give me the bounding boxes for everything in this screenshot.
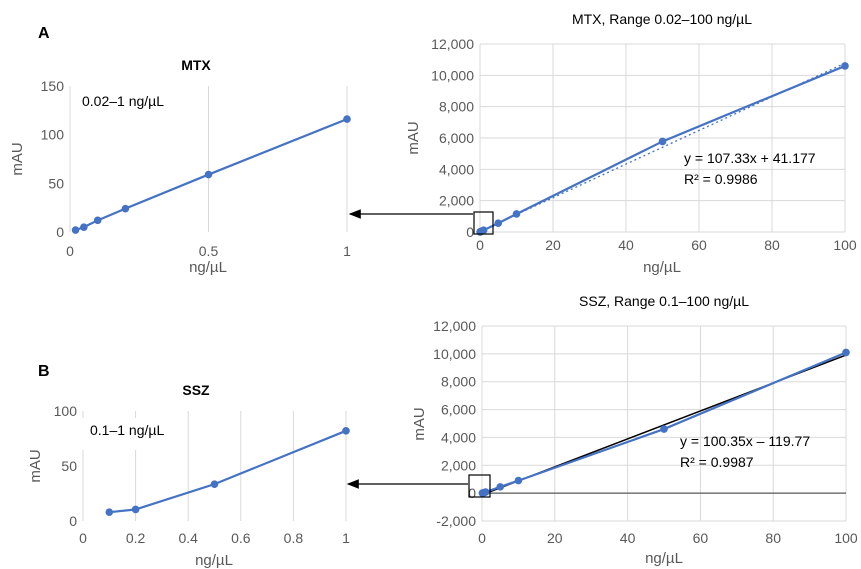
x-tick-label: 100 <box>833 237 857 253</box>
chart-ssz-full: -2,00002,0004,0006,0008,00010,00012,0000… <box>411 293 858 567</box>
y-tick-label: 10,000 <box>431 67 474 83</box>
y-tick-label: 8,000 <box>439 99 474 115</box>
x-tick-label: 20 <box>547 530 563 546</box>
data-point <box>93 216 102 225</box>
data-point <box>481 488 490 496</box>
trendline-equation: y = 107.33x + 41.177 <box>684 150 816 166</box>
data-point <box>658 137 667 146</box>
x-tick-label: 0 <box>66 243 74 259</box>
y-tick-label: 2,000 <box>441 457 476 473</box>
y-axis-label: mAU <box>405 121 422 154</box>
x-tick-label: 100 <box>834 530 858 546</box>
x-tick-label: 1 <box>343 243 351 259</box>
chart-ssz-low: 0 50 100 0 0.2 0.4 0.6 0.8 1 ng/µL mAU SSZ 0.1–1 ng/… <box>27 382 350 569</box>
x-tick-label: 60 <box>693 530 709 546</box>
data-point <box>121 204 130 213</box>
y-tick-label: 0 <box>69 513 77 529</box>
y-axis-label: mAU <box>27 449 44 482</box>
x-tick-label: 0 <box>79 530 87 546</box>
gridlines <box>481 325 847 522</box>
y-tick-label: 2,000 <box>439 193 474 209</box>
x-tick-label: 0 <box>476 237 484 253</box>
y-tick-label: 50 <box>48 175 64 191</box>
data-point <box>343 115 351 123</box>
data-point <box>512 210 521 218</box>
y-tick-label: 100 <box>41 127 65 143</box>
data-point <box>496 483 505 491</box>
y-tick-label: 4,000 <box>441 429 476 445</box>
x-tick-label: 0.5 <box>199 243 219 259</box>
range-annotation: 0.1–1 ng/µL <box>90 422 164 438</box>
y-tick-label: 0 <box>56 224 64 240</box>
zoom-box-ssz <box>468 474 491 498</box>
x-tick-label: 20 <box>545 237 561 253</box>
data-point <box>210 480 219 488</box>
y-tick-label: 0 <box>468 485 476 501</box>
panel-label-a: A <box>38 25 50 42</box>
data-point <box>660 425 668 433</box>
y-tick-label: 0 <box>466 224 474 240</box>
x-tick-label: 0.2 <box>126 530 146 546</box>
range-annotation: 0.02–1 ng/µL <box>82 93 164 109</box>
chart-title: MTX, Range 0.02–100 ng/µL <box>572 11 752 27</box>
x-axis-label: ng/µL <box>645 550 683 567</box>
y-tick-label: 12,000 <box>431 36 474 52</box>
y-tick-label: 6,000 <box>441 402 476 418</box>
data-point <box>105 508 114 516</box>
y-tick-label: -2,000 <box>436 513 476 529</box>
chart-mtx-low: 0 50 100 150 0 0.5 1 ng/µL mAU MTX 0.02–1 ng/µL <box>9 57 351 276</box>
data-point <box>204 170 213 179</box>
data-point <box>494 219 503 228</box>
x-tick-label: 80 <box>764 237 780 253</box>
zoom-box-mtx <box>473 211 494 235</box>
data-point <box>841 62 849 70</box>
data-point <box>342 427 350 435</box>
data-point <box>80 223 88 231</box>
x-tick-label: 0.6 <box>231 530 251 546</box>
data-point <box>479 226 488 234</box>
y-tick-label: 4,000 <box>439 161 474 177</box>
x-axis-label: ng/µL <box>195 552 233 569</box>
y-tick-label: 10,000 <box>433 346 476 362</box>
data-point <box>514 476 523 485</box>
panel-label-b: B <box>38 363 50 380</box>
data-point <box>131 505 140 514</box>
y-tick-label: 100 <box>54 403 78 419</box>
y-axis-label: mAU <box>9 142 26 175</box>
y-tick-label: 8,000 <box>441 374 476 390</box>
x-tick-label: 40 <box>618 237 634 253</box>
series-line <box>479 64 846 233</box>
chart-title: SSZ, Range 0.1–100 ng/µL <box>579 293 749 309</box>
trendline-r2: R² = 0.9986 <box>684 171 758 187</box>
chart-mtx-full: 0 2,000 4,000 6,000 8,000 10,000 12,000 0 20 40 60… <box>405 11 857 276</box>
x-tick-label: 40 <box>620 530 636 546</box>
x-tick-label: 0.4 <box>178 530 198 546</box>
y-tick-label: 50 <box>61 458 77 474</box>
y-tick-label: 6,000 <box>439 130 474 146</box>
x-tick-label: 0 <box>478 530 486 546</box>
x-tick-label: 60 <box>691 237 707 253</box>
x-tick-label: 80 <box>765 530 781 546</box>
x-tick-label: 0.8 <box>284 530 304 546</box>
x-axis-label: ng/µL <box>643 259 681 276</box>
y-axis-label: mAU <box>411 407 428 440</box>
trendline-r2: R² = 0.9987 <box>680 454 754 470</box>
chart-title: SSZ <box>182 382 210 398</box>
range-annotation-box <box>81 418 187 450</box>
range-annotation-box <box>73 89 198 119</box>
series-line <box>482 351 847 495</box>
gridlines <box>69 86 348 232</box>
series-line <box>109 429 347 514</box>
y-tick-label: 12,000 <box>433 318 476 334</box>
x-axis-label: ng/µL <box>189 259 227 276</box>
chart-title: MTX <box>181 57 211 73</box>
trendline-equation: y = 100.35x – 119.77 <box>680 433 810 449</box>
data-point <box>71 226 80 234</box>
y-tick-label: 150 <box>41 78 65 94</box>
x-tick-label: 1 <box>342 530 350 546</box>
data-point <box>842 348 850 357</box>
trendline <box>479 62 846 232</box>
